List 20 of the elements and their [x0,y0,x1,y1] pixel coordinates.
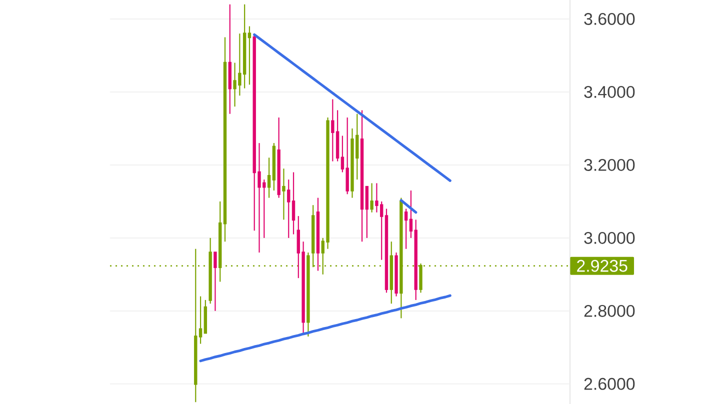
candlestick [248,26,252,86]
line-series [400,199,418,214]
candlestick [365,186,369,238]
candlestick [214,252,217,312]
y-tick-label: 2.6000 [584,378,635,390]
y-tick-label: 3.0000 [584,232,635,244]
ref-line-label: 2.9235 [577,260,628,272]
candlestick [292,172,296,235]
y-tick-label: 3.6000 [584,12,635,25]
candlestick [267,157,271,198]
y-tick-label: 3.4000 [584,86,635,98]
candlestick [282,168,286,220]
line-series [199,294,452,362]
candlestick [404,208,408,250]
candlestick [370,182,374,213]
candlestick [198,296,202,344]
y-tick-label: 2.8000 [584,304,635,317]
y-tick-label: 3.2000 [584,158,635,171]
candlestick [409,190,413,238]
candlestick [287,179,290,238]
